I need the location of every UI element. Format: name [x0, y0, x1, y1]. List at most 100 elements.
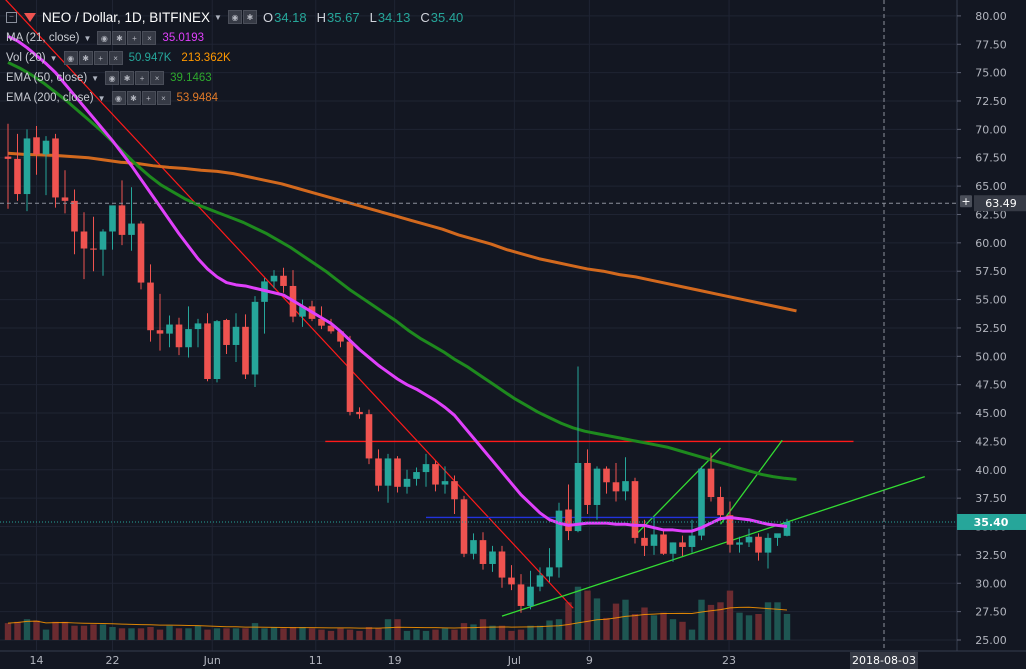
price-tick-label: 42.50 [975, 435, 1007, 448]
volume-bar [508, 630, 515, 640]
settings-icon[interactable]: ✱ [242, 10, 257, 24]
price-tick-label: 37.50 [975, 492, 1007, 505]
volume-bar [460, 623, 468, 640]
green-channel-line [719, 439, 783, 525]
price-axis[interactable]: 80.00 77.50 75.00 72.50 70.00 67.50 65.00 62.50… [0, 0, 1026, 652]
candle [764, 533, 772, 569]
volume-bar [61, 621, 69, 640]
visibility-icon[interactable]: ◉ [63, 51, 78, 65]
indicator-buttons: ◉ ✱ + × [111, 91, 171, 105]
ema50-line [7, 61, 797, 481]
chevron-down-icon[interactable]: ▼ [97, 93, 106, 103]
candle [460, 495, 468, 558]
add-icon[interactable]: + [127, 31, 142, 45]
visibility-icon[interactable]: ◉ [227, 10, 242, 24]
volume-bar [166, 625, 173, 640]
candle-body [90, 248, 97, 250]
time-tick-label: 19 [388, 654, 402, 667]
time-axis[interactable]: 14 22 Jun 11 19 Jul 9 23 [30, 654, 737, 667]
candle [147, 264, 154, 342]
candle [365, 409, 373, 465]
candle-body [384, 458, 392, 486]
ohlc-open: O34.18 [262, 9, 307, 25]
volume-bar [660, 612, 667, 640]
settings-icon[interactable]: ✱ [126, 91, 141, 105]
price-tick-label: 72.50 [975, 95, 1007, 108]
candle-body [166, 324, 173, 334]
close-icon[interactable]: × [142, 31, 157, 45]
indicator-row-ma21: MA (21, close) ▼ ◉ ✱ + × 35.0193 [6, 28, 214, 48]
volume-bar [517, 629, 525, 640]
candle-body [574, 462, 582, 532]
symbol-title[interactable]: NEO / Dollar, 1D, BITFINEX [42, 9, 211, 25]
visibility-icon[interactable]: ◉ [97, 31, 112, 45]
candle [736, 536, 743, 553]
volume-bar [137, 628, 145, 640]
candle [71, 189, 78, 255]
candle [622, 457, 629, 501]
indicator-label[interactable]: Vol (20) [6, 52, 46, 64]
candle [185, 306, 192, 358]
candle [726, 501, 734, 553]
chevron-down-icon[interactable]: ▼ [83, 33, 92, 43]
add-icon[interactable]: + [135, 71, 150, 85]
volume-bar [23, 619, 31, 640]
visibility-icon[interactable]: ◉ [111, 91, 126, 105]
price-tick-label: 40.00 [975, 464, 1007, 477]
green-channel-line [634, 447, 721, 537]
visibility-icon[interactable]: ◉ [105, 71, 120, 85]
settings-icon[interactable]: ✱ [112, 31, 127, 45]
candle-body [650, 534, 658, 546]
candle-body [764, 537, 772, 553]
candle [612, 462, 620, 502]
volume-bar [90, 624, 97, 640]
candle-body [175, 324, 183, 348]
volume-bar [128, 628, 135, 640]
candle-body [736, 542, 743, 545]
add-icon[interactable]: + [141, 91, 156, 105]
candle [194, 318, 202, 348]
candle-body [774, 533, 781, 538]
volume-bar [451, 629, 458, 640]
settings-icon[interactable]: ✱ [78, 51, 93, 65]
volume-bar [42, 629, 50, 640]
price-tick-label: 80.00 [975, 10, 1007, 23]
price-tick-label: 60.00 [975, 237, 1007, 250]
indicator-label[interactable]: MA (21, close) [6, 32, 80, 44]
candle [536, 567, 544, 592]
collapse-legend-icon[interactable]: − [6, 11, 17, 23]
volume-bar [688, 629, 696, 640]
green-support-trendline [501, 475, 925, 617]
close-icon[interactable]: × [108, 51, 123, 65]
candle-body [337, 331, 344, 342]
candle [118, 180, 126, 246]
candle-body [204, 323, 211, 380]
volume-bar [99, 624, 107, 640]
candle-body [365, 414, 373, 459]
close-icon[interactable]: × [156, 91, 171, 105]
candle-body [23, 138, 31, 195]
chevron-down-icon[interactable]: ▼ [214, 12, 222, 22]
close-icon[interactable]: × [150, 71, 165, 85]
add-icon[interactable]: + [93, 51, 108, 65]
volume-bar [147, 627, 154, 640]
indicator-label[interactable]: EMA (200, close) [6, 92, 94, 104]
candle-body [745, 536, 753, 543]
volume-bar [270, 627, 278, 640]
chevron-down-icon[interactable]: ▼ [49, 53, 58, 63]
volume-bar [33, 620, 40, 640]
candle [574, 366, 582, 533]
candle [175, 317, 183, 356]
candle [546, 548, 553, 583]
candle-body [52, 138, 59, 198]
chevron-down-icon[interactable]: ▼ [91, 73, 100, 83]
candle [90, 216, 97, 272]
candle-body [71, 200, 78, 232]
price-tick-label: 32.50 [975, 549, 1007, 562]
settings-icon[interactable]: ✱ [120, 71, 135, 85]
chart-legend: − NEO / Dollar, 1D, BITFINEX ▼ ◉ ✱ O34.18… [0, 0, 560, 110]
indicator-label[interactable]: EMA (50, close) [6, 72, 88, 84]
candle [669, 542, 677, 562]
axis-labels: +63.49 35.40 2018-08-03 [850, 195, 1026, 669]
